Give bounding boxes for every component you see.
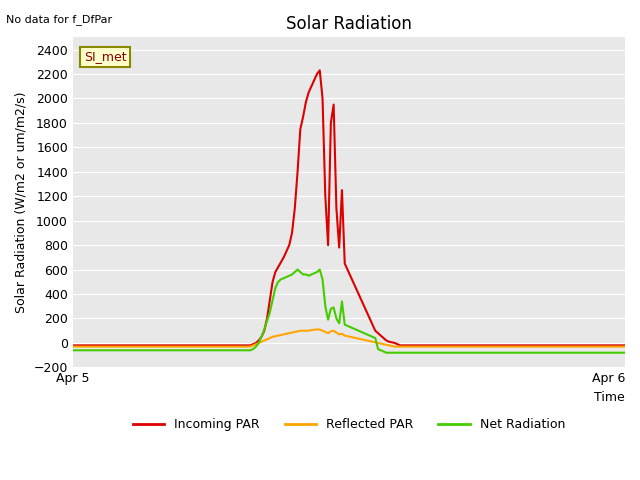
Text: SI_met: SI_met: [84, 50, 127, 63]
Y-axis label: Solar Radiation (W/m2 or um/m2/s): Solar Radiation (W/m2 or um/m2/s): [15, 92, 28, 313]
X-axis label: Time: Time: [595, 391, 625, 404]
Legend: Incoming PAR, Reflected PAR, Net Radiation: Incoming PAR, Reflected PAR, Net Radiati…: [128, 413, 570, 436]
Text: No data for f_DfPar: No data for f_DfPar: [6, 14, 113, 25]
Title: Solar Radiation: Solar Radiation: [286, 15, 412, 33]
